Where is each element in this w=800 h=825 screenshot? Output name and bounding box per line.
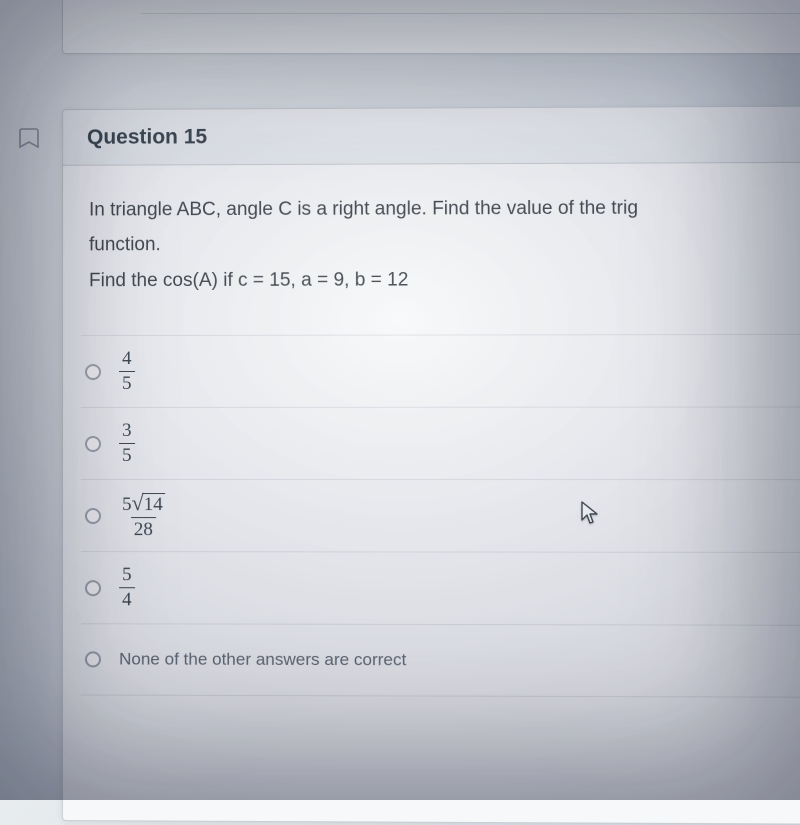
choice-e[interactable]: None of the other answers are correct xyxy=(81,624,800,698)
numerator: 5 xyxy=(119,565,135,588)
question-body: In triangle ABC, angle C is a right angl… xyxy=(63,163,800,336)
question-stem-line2: function. xyxy=(89,229,800,261)
answer-choices: 4 5 3 5 5√14 28 5 4 xyxy=(63,334,800,698)
question-header: Question 15 xyxy=(63,107,800,166)
radio-icon[interactable] xyxy=(85,580,101,596)
question-stem-line1: In triangle ABC, angle C is a right angl… xyxy=(89,193,800,225)
fraction: 5 4 xyxy=(119,565,135,612)
question-stem-line3: Find the cos(A) if c = 15, a = 9, b = 12 xyxy=(89,264,800,295)
numerator: 5√14 xyxy=(119,490,168,517)
question-number: Question 15 xyxy=(87,125,207,149)
numerator: 4 xyxy=(119,348,135,371)
sqrt: √14 xyxy=(132,490,165,516)
radio-icon[interactable] xyxy=(85,652,101,668)
choice-d[interactable]: 5 4 xyxy=(81,551,800,625)
radio-icon[interactable] xyxy=(85,364,101,380)
fraction: 5√14 28 xyxy=(119,490,168,541)
radio-icon[interactable] xyxy=(85,436,101,452)
fraction: 4 5 xyxy=(119,348,135,395)
cursor-icon xyxy=(580,500,600,526)
divider xyxy=(141,13,800,14)
denominator: 4 xyxy=(119,588,135,612)
denominator: 28 xyxy=(131,517,156,541)
choice-text: None of the other answers are correct xyxy=(119,650,406,671)
fraction: 3 5 xyxy=(119,420,135,467)
denominator: 5 xyxy=(119,443,135,467)
numerator: 3 xyxy=(119,420,135,443)
previous-question-card xyxy=(62,0,800,54)
choice-b[interactable]: 3 5 xyxy=(81,407,800,480)
denominator: 5 xyxy=(119,371,135,395)
choice-c[interactable]: 5√14 28 xyxy=(81,479,800,552)
question-card: Question 15 In triangle ABC, angle C is … xyxy=(62,106,800,825)
choice-a[interactable]: 4 5 xyxy=(81,334,800,407)
radio-icon[interactable] xyxy=(85,508,101,524)
flag-icon[interactable] xyxy=(18,126,42,154)
